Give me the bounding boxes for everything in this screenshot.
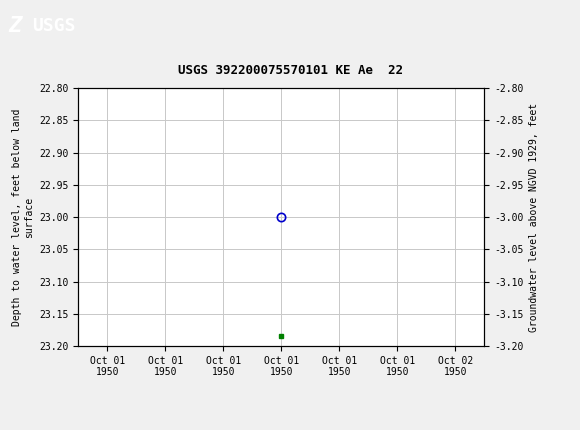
Y-axis label: Groundwater level above NGVD 1929, feet: Groundwater level above NGVD 1929, feet xyxy=(529,103,539,332)
Text: USGS 392200075570101 KE Ae  22: USGS 392200075570101 KE Ae 22 xyxy=(177,64,403,77)
Text: USGS: USGS xyxy=(32,17,75,35)
Y-axis label: Depth to water level, feet below land
surface: Depth to water level, feet below land su… xyxy=(12,108,34,326)
Text: Z: Z xyxy=(9,16,22,36)
